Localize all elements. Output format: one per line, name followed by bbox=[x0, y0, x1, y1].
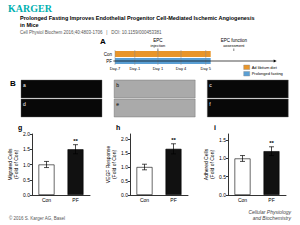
svg-text:Cellular Physiology: Cellular Physiology bbox=[248, 209, 291, 215]
svg-text:1.5: 1.5 bbox=[219, 137, 226, 143]
svg-text:B: B bbox=[10, 79, 16, 88]
svg-text:Prolonged Fasting Improves End: Prolonged Fasting Improves Endothelial P… bbox=[20, 15, 255, 21]
svg-text:g: g bbox=[18, 124, 22, 132]
svg-text:**: ** bbox=[73, 138, 78, 144]
svg-text:Prolonged fasting: Prolonged fasting bbox=[252, 71, 283, 76]
svg-text:Day 1: Day 1 bbox=[153, 66, 164, 71]
svg-text:f: f bbox=[209, 101, 211, 107]
svg-text:Day-1: Day-1 bbox=[129, 66, 140, 71]
svg-text:**: ** bbox=[269, 140, 274, 146]
svg-text:0.0: 0.0 bbox=[121, 192, 128, 198]
svg-text:1.0: 1.0 bbox=[23, 162, 30, 168]
svg-text:i: i bbox=[214, 124, 216, 131]
svg-text:VEGF Response: VEGF Response bbox=[105, 145, 112, 184]
svg-text:Con: Con bbox=[42, 197, 51, 203]
svg-text:(Fold of Con): (Fold of Con) bbox=[111, 150, 117, 180]
svg-text:© 2016 S. Karger AG, Basel: © 2016 S. Karger AG, Basel bbox=[9, 215, 65, 221]
svg-text:assessment: assessment bbox=[223, 43, 245, 48]
svg-text:2.0: 2.0 bbox=[121, 136, 128, 142]
svg-text:2.0: 2.0 bbox=[23, 131, 30, 137]
svg-text:0.5: 0.5 bbox=[219, 174, 226, 180]
svg-text:Con: Con bbox=[140, 197, 149, 203]
svg-text:Day 4: Day 4 bbox=[176, 66, 187, 71]
svg-text:h: h bbox=[116, 124, 120, 131]
svg-text:Con: Con bbox=[238, 197, 247, 203]
svg-text:Adhered Cells: Adhered Cells bbox=[203, 148, 210, 181]
svg-text:Cell Physiol Biochem 2016;40:4: Cell Physiol Biochem 2016;40:4803-1706 |… bbox=[20, 30, 162, 35]
svg-text:d: d bbox=[23, 101, 26, 107]
svg-text:1.5: 1.5 bbox=[23, 146, 30, 152]
svg-text:KARGER: KARGER bbox=[8, 3, 53, 14]
svg-text:PF: PF bbox=[268, 197, 274, 203]
svg-text:injection: injection bbox=[151, 43, 166, 48]
svg-text:Con: Con bbox=[104, 52, 113, 57]
svg-text:and Biochemistry: and Biochemistry bbox=[253, 215, 292, 221]
svg-text:c: c bbox=[209, 82, 212, 88]
svg-text:e: e bbox=[116, 101, 119, 107]
svg-text:Day 5: Day 5 bbox=[201, 66, 212, 71]
svg-text:b: b bbox=[116, 82, 119, 88]
svg-text:A: A bbox=[100, 37, 106, 46]
svg-text:(Fold of Con): (Fold of Con) bbox=[209, 150, 215, 180]
svg-text:PF: PF bbox=[106, 59, 112, 64]
svg-text:Ad libitum diet: Ad libitum diet bbox=[252, 65, 278, 70]
svg-text:1.0: 1.0 bbox=[121, 164, 128, 170]
svg-text:PF: PF bbox=[72, 197, 78, 203]
svg-text:Migrated Cells: Migrated Cells bbox=[7, 148, 14, 181]
svg-text:1.5: 1.5 bbox=[121, 150, 128, 156]
svg-text:1.0: 1.0 bbox=[219, 155, 226, 161]
svg-text:0.0: 0.0 bbox=[219, 192, 226, 198]
svg-text:0.0: 0.0 bbox=[23, 192, 30, 198]
svg-text:0.5: 0.5 bbox=[23, 177, 30, 183]
svg-text:in Mice: in Mice bbox=[20, 22, 39, 28]
svg-text:0.5: 0.5 bbox=[121, 178, 128, 184]
svg-text:EPC: EPC bbox=[153, 38, 163, 44]
svg-text:PF: PF bbox=[170, 197, 176, 203]
svg-text:Day-7: Day-7 bbox=[110, 66, 121, 71]
svg-text:a: a bbox=[23, 82, 26, 88]
svg-text:EPC function: EPC function bbox=[220, 38, 247, 44]
svg-text:(Fold of Con): (Fold of Con) bbox=[13, 150, 19, 180]
svg-text:**: ** bbox=[171, 137, 176, 143]
